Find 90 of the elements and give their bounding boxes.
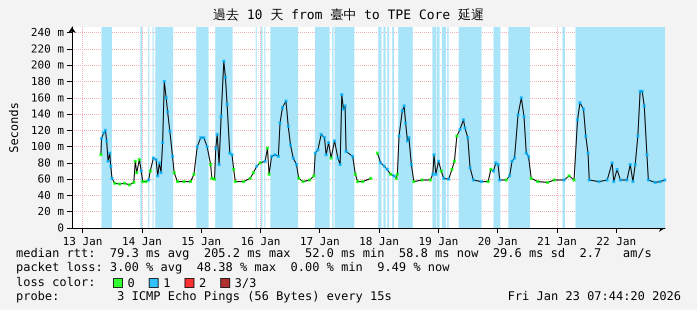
legend-label: 0 [128,276,135,290]
y-tick-label: 200 m [30,58,64,72]
point [440,170,443,173]
point [268,172,271,176]
chart-title: 過去 10 天 from 臺中 to TPE Core 延遲 [212,8,484,23]
point [455,134,458,138]
legend-label: 1 [163,276,170,290]
point [394,176,398,180]
point [312,174,316,178]
legend-label: 2 [198,276,206,290]
point [376,152,379,155]
y-tick-label: 180 m [30,75,64,88]
point [172,171,176,174]
text: probe: 3 ICMP Echo Pings (56 Bytes) every 15s [16,289,392,303]
x-tick-label: 17 Jan [300,235,340,248]
x-tick-label: 16 Jan [240,235,280,248]
x-tick-label: 20 Jan [478,235,518,248]
point [134,160,137,163]
x-tick-label: 19 Jan [418,235,458,248]
text: median rtt: 79.3 ms avg 205.2 ms max 52.0 ms min 58.8 ms now 29.6 ms sd 2.7 am/s [16,246,652,260]
x-tick-label: 18 Jan [359,235,399,248]
point [242,180,246,184]
x-tick-label: 13 Jan [62,235,102,248]
y-tick-label: 240 m [30,26,64,40]
y-tick-label: 0 [57,222,64,234]
y-tick-label: 120 m [30,124,64,137]
point [420,178,424,182]
point [361,180,364,184]
point [138,158,141,162]
point [266,146,269,150]
point [132,180,136,184]
y-tick-label: 100 m [30,140,64,154]
point [234,180,237,184]
y-tick-label: 140 m [30,108,64,121]
point [369,176,372,180]
point [396,172,399,176]
point [428,178,432,182]
point [572,178,576,182]
point [99,153,102,156]
x-tick-label: 22 Jan [596,235,636,248]
y-tick-label: 220 m [30,42,64,56]
point [248,176,252,180]
point [389,172,392,176]
point [356,180,360,184]
point [536,180,540,184]
point [176,180,179,184]
point [141,180,144,184]
point [123,182,126,185]
x-tick-label: 14 Jan [122,235,162,248]
point [302,180,305,184]
point [144,180,148,184]
point [354,172,357,176]
legend-label: 3/3 [234,276,256,290]
point [213,178,216,181]
point [258,161,262,164]
text: Fri Jan 23 07:44:20 2026 [508,289,681,303]
point [504,178,508,182]
text: packet loss: 3.00 % avg 48.38 % max 0.00 % min 9.49 % now [16,260,450,274]
point [489,168,492,171]
y-tick-label: 80 m [38,156,64,170]
point [118,182,122,186]
point [209,163,212,166]
x-tick-label: 15 Jan [181,235,222,248]
point [252,171,255,174]
y-tick-label: 40 m [38,188,64,202]
point [297,176,300,180]
point [128,183,131,186]
point [568,174,571,178]
point [486,180,490,184]
point [330,156,333,160]
y-tick-label: 20 m [38,205,64,218]
point [232,168,236,171]
x-tick-label: 21 Jan [537,235,577,248]
point [552,178,556,182]
y-tick-label: 160 m [30,91,64,104]
legend-title: loss color: [16,275,96,289]
point [452,160,456,163]
point [135,171,138,174]
point [530,176,533,180]
y-axis-title: Seconds [7,102,21,153]
y-tick-label: 60 m [38,172,64,186]
point [546,180,550,184]
point [192,172,196,176]
point [182,180,186,184]
point [189,180,192,184]
point [412,180,416,184]
point [113,182,116,185]
point [450,168,454,171]
point [148,170,152,173]
point [308,178,312,182]
